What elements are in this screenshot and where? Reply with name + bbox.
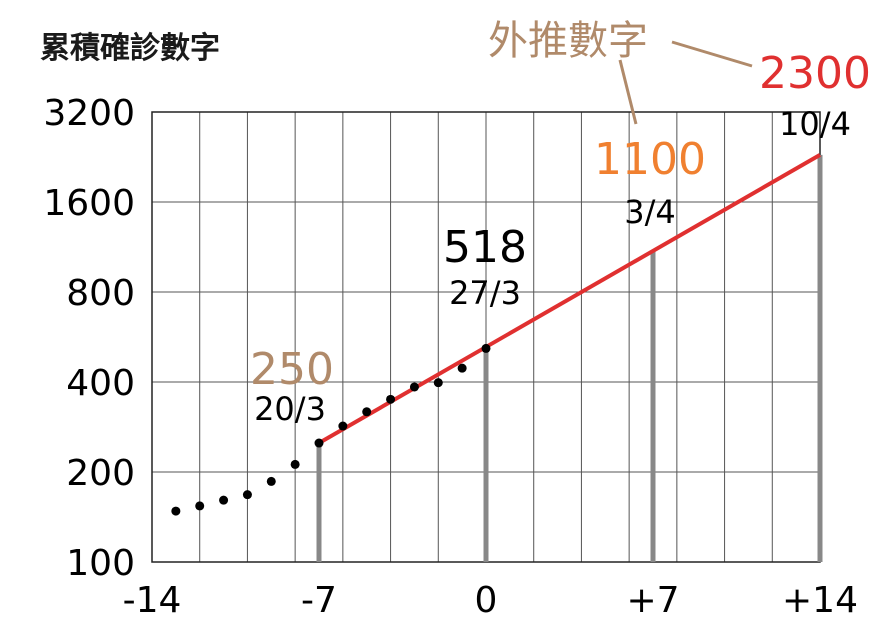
x-tick-label: +7 [626,580,679,621]
data-point [242,490,252,500]
data-points [171,343,491,516]
annotation-value: 1100 [594,134,706,185]
annotation-date: 20/3 [254,390,326,428]
data-point [433,378,443,388]
y-axis-label: 累積確診數字 [40,31,220,66]
y-tick-label: 400 [66,363,135,404]
data-point [409,382,419,392]
data-point [457,363,467,373]
extrapolation-label: 外推數字 [488,18,648,64]
data-point [314,438,324,448]
data-point [266,476,276,486]
y-tick-label: 800 [66,273,135,314]
fit-line-segment [318,153,821,445]
data-point [171,506,181,516]
data-point [362,407,372,417]
annotation-value: 518 [443,222,527,273]
x-tick-label: 0 [475,580,498,621]
annotation-value: 2300 [759,48,871,99]
y-tick-label: 1600 [43,183,135,224]
annotation-date: 27/3 [449,274,521,312]
data-point [195,501,205,511]
extrapolation-leaders [618,40,753,125]
data-point [481,343,491,353]
y-tick-label: 200 [66,453,135,494]
data-point [290,459,300,469]
fit-line [318,153,821,445]
y-tick-label: 3200 [43,93,135,134]
data-point [338,421,348,431]
y-tick-label: 100 [66,543,135,584]
data-point [386,394,396,404]
leader-line-2300 [671,40,753,68]
x-tick-label: -14 [123,580,182,621]
tick-labels: -14 -7 0 +7 +14 100 200 400 800 1600 3200 [43,93,858,621]
data-point [219,495,229,505]
x-tick-label: +14 [782,580,858,621]
annotation-date: 10/4 [779,105,851,143]
stems [316,154,823,562]
annotation-value: 250 [250,344,334,395]
leader-line-1100 [618,59,638,125]
annotation-date: 3/4 [624,193,676,231]
x-tick-label: -7 [301,580,337,621]
